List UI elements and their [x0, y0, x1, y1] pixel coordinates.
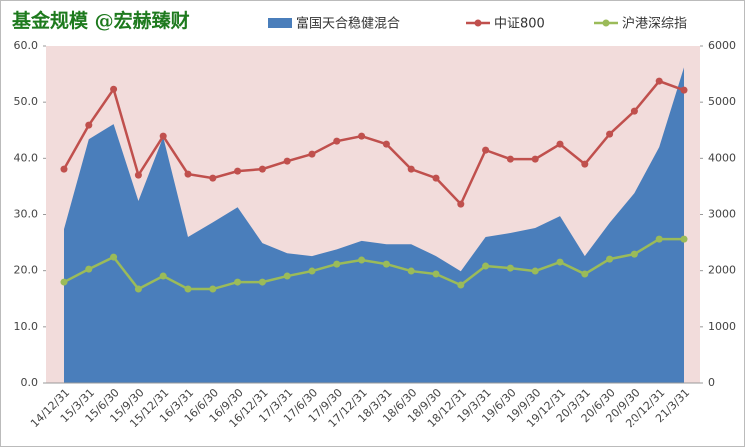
y-tick-label: 40.0 — [14, 151, 39, 164]
line — [63, 237, 684, 291]
marker — [581, 270, 589, 278]
marker — [680, 235, 688, 243]
marker — [457, 200, 465, 208]
marker — [333, 260, 341, 268]
marker — [630, 250, 638, 258]
marker — [184, 285, 192, 293]
marker — [85, 265, 93, 273]
marker — [606, 130, 614, 138]
marker — [407, 165, 415, 173]
marker — [531, 155, 539, 163]
marker — [258, 165, 266, 173]
marker — [531, 267, 539, 275]
marker — [606, 255, 614, 263]
marker — [110, 253, 118, 261]
y2-tick-label: 6000 — [708, 39, 736, 52]
marker — [159, 272, 167, 280]
legend-swatch — [602, 19, 610, 27]
y2-tick-label: 2000 — [708, 264, 736, 277]
marker — [358, 132, 366, 140]
marker — [407, 267, 415, 275]
marker — [680, 86, 688, 94]
y-tick-label: 60.0 — [14, 39, 39, 52]
area — [64, 67, 684, 384]
marker — [432, 270, 440, 278]
watermark: 头条 @宏赫臻财 — [596, 415, 706, 433]
marker — [308, 150, 316, 158]
y-tick-label: 50.0 — [14, 95, 39, 108]
marker — [382, 260, 390, 268]
y-tick-label: 10.0 — [14, 320, 39, 333]
marker — [159, 132, 167, 140]
legend-swatch — [474, 19, 482, 27]
marker — [655, 77, 663, 85]
y-tick-label: 30.0 — [14, 208, 39, 221]
marker — [234, 278, 242, 286]
marker — [655, 235, 663, 243]
line — [62, 79, 685, 207]
marker — [506, 264, 514, 272]
marker — [432, 174, 440, 182]
marker — [382, 140, 390, 148]
marker — [134, 285, 142, 293]
marker — [581, 160, 589, 168]
marker — [482, 262, 490, 270]
y2-tick-label: 1000 — [708, 320, 736, 333]
marker — [184, 170, 192, 178]
marker — [110, 85, 118, 93]
marker — [134, 171, 142, 179]
y-tick-label: 20.0 — [14, 264, 39, 277]
y2-tick-label: 4000 — [708, 151, 736, 164]
legend-label: 富国天合稳健混合 — [296, 16, 400, 32]
marker — [60, 165, 68, 173]
marker — [258, 278, 266, 286]
marker — [457, 281, 465, 289]
legend-swatch — [268, 18, 292, 28]
legend-label: 中证800 — [494, 17, 545, 32]
marker — [556, 258, 564, 266]
marker — [85, 121, 93, 129]
marker — [333, 137, 341, 145]
y2-tick-label: 0 — [708, 376, 715, 389]
y2-tick-label: 3000 — [708, 208, 736, 221]
marker — [283, 272, 291, 280]
legend-label: 沪港深综指 — [622, 16, 687, 32]
y2-tick-label: 5000 — [708, 95, 736, 108]
marker — [60, 278, 68, 286]
chart-title: 基金规模 @宏赫臻财 — [11, 9, 190, 32]
marker — [556, 140, 564, 148]
marker — [482, 146, 490, 154]
marker — [234, 167, 242, 175]
marker — [283, 157, 291, 165]
marker — [358, 256, 366, 264]
marker — [209, 174, 217, 182]
marker — [630, 107, 638, 115]
y-tick-label: 0.0 — [21, 376, 39, 389]
marker — [506, 155, 514, 163]
marker — [209, 285, 217, 293]
marker — [308, 267, 316, 275]
